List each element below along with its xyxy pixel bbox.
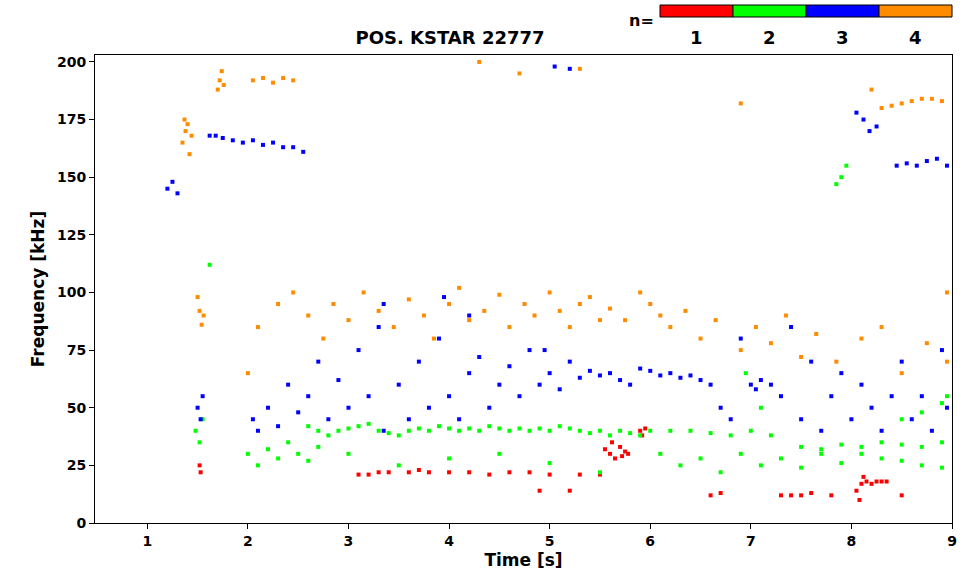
svg-text:7: 7 [746,533,756,549]
svg-text:175: 175 [57,111,86,127]
svg-text:3: 3 [344,533,354,549]
svg-text:8: 8 [847,533,857,549]
svg-text:POS. KSTAR 22777: POS. KSTAR 22777 [355,27,544,48]
svg-text:3: 3 [836,27,849,48]
svg-text:4: 4 [909,27,922,48]
svg-text:1: 1 [690,27,703,48]
svg-text:9: 9 [947,533,957,549]
svg-text:4: 4 [444,533,454,549]
svg-text:1: 1 [142,533,152,549]
svg-text:100: 100 [57,284,86,300]
svg-text:Frequency [kHz]: Frequency [kHz] [28,211,48,367]
svg-text:25: 25 [67,457,86,473]
svg-text:5: 5 [545,533,555,549]
svg-text:2: 2 [763,27,776,48]
svg-text:2: 2 [243,533,253,549]
svg-text:125: 125 [57,227,86,243]
svg-text:200: 200 [57,54,86,70]
svg-text:75: 75 [67,342,86,358]
svg-text:150: 150 [57,169,86,185]
svg-text:n=: n= [629,11,654,30]
svg-text:0: 0 [76,515,86,531]
svg-text:Time [s]: Time [s] [484,550,562,570]
svg-text:6: 6 [645,533,655,549]
svg-text:50: 50 [67,400,87,416]
